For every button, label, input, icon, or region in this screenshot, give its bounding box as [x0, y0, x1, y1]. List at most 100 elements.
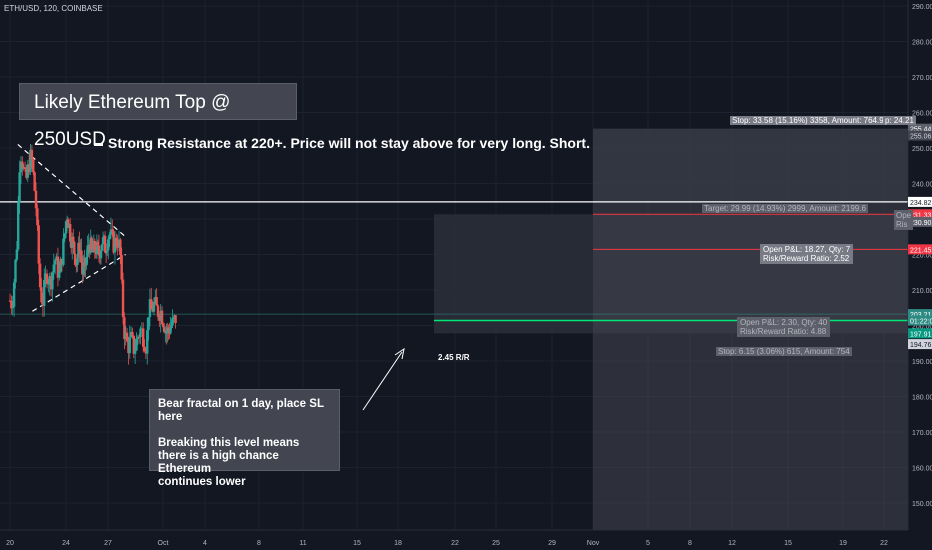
- candle: [74, 253, 77, 268]
- candle-body: [129, 331, 133, 338]
- candle-body: [150, 299, 153, 310]
- arrow-head: [394, 347, 405, 360]
- price-tick-label: 260.00: [912, 111, 932, 118]
- candle-body: [171, 317, 174, 326]
- candle: [10, 295, 13, 315]
- price-tick-label: 250.00: [912, 146, 932, 153]
- price-tick-label: 290.00: [912, 4, 932, 11]
- candle-body: [139, 328, 142, 338]
- price-label: 234.82: [910, 200, 932, 207]
- candle: [174, 315, 177, 329]
- resistance-annotation[interactable]: Strong Resistance at 220+. Price will no…: [94, 135, 590, 151]
- candle-body: [170, 325, 173, 328]
- time-tick-label: 22: [880, 540, 888, 547]
- candle: [40, 278, 43, 304]
- price-label-bg: [908, 216, 932, 227]
- candle: [21, 156, 24, 176]
- candle: [12, 278, 16, 317]
- time-tick-label: Oct: [158, 540, 169, 547]
- candle: [160, 306, 164, 326]
- stop-label-bottom: Stop: 6.15 (3.06%) 615, Amount: 754: [716, 347, 852, 356]
- candle: [135, 332, 138, 352]
- candle-body: [113, 237, 117, 253]
- candle-body: [155, 297, 158, 306]
- candle: [86, 235, 89, 264]
- candle: [56, 247, 60, 287]
- candle-body: [109, 229, 113, 235]
- fractal-line-2: Breaking this level means: [158, 437, 300, 449]
- candle: [15, 241, 19, 262]
- candle: [27, 152, 31, 176]
- time-axis: 20 24 27 Oct 4 8 11 15 18 22 25 29 Nov 5 8 12 15 19 22: [0, 529, 932, 550]
- candle: [41, 292, 45, 317]
- candle: [137, 333, 141, 344]
- fractal-annotation[interactable]: Bear fractal on 1 day, place SL here Bre…: [149, 389, 340, 488]
- candle-body: [156, 305, 160, 317]
- candle-body: [72, 236, 75, 242]
- target-label: Target: 29.99 (14.93%) 2999, Amount: 219…: [702, 204, 868, 213]
- candle-body: [29, 149, 32, 173]
- candle-body: [62, 238, 65, 265]
- candle: [49, 271, 53, 297]
- time-tick-label: 12: [728, 540, 736, 547]
- candle-body: [159, 310, 162, 321]
- candle-body: [108, 234, 111, 240]
- candle-body: [86, 245, 89, 258]
- candle: [19, 156, 23, 185]
- candle: [133, 338, 137, 364]
- price-tick-label: 270.00: [912, 75, 932, 82]
- candle-body: [69, 224, 72, 242]
- candle: [152, 297, 156, 316]
- price-tick-label: 170.00: [912, 430, 932, 437]
- candle-body: [147, 317, 150, 331]
- clipped-op-text: Ope: [896, 211, 912, 220]
- clipped-ris-text: Ris: [896, 220, 908, 229]
- candle: [34, 182, 38, 217]
- time-tick-label: 18: [394, 540, 402, 547]
- candle: [43, 268, 46, 317]
- candle: [159, 304, 162, 333]
- candle-body: [36, 208, 39, 226]
- price-label: 255.06: [910, 134, 932, 141]
- candle: [143, 339, 146, 353]
- candle: [158, 313, 161, 327]
- time-tick-label: 15: [784, 540, 792, 547]
- candle: [109, 217, 113, 240]
- candle: [166, 323, 169, 343]
- open-pnl-1-text: Open P&L: 18.27, Qty: 7: [763, 245, 851, 254]
- candle: [156, 304, 160, 321]
- price-tick-label: 150.00: [912, 501, 932, 508]
- price-label-bg: [908, 339, 932, 350]
- candle-body: [101, 237, 105, 245]
- candle: [55, 253, 58, 261]
- candle: [32, 157, 35, 176]
- candle: [75, 264, 78, 273]
- candle: [17, 195, 20, 252]
- price-label-bg: [908, 328, 932, 339]
- price-tick-label: 210.00: [912, 288, 932, 295]
- candle: [132, 335, 135, 359]
- candle-body: [75, 264, 78, 266]
- candle-body: [17, 201, 20, 250]
- candle: [123, 312, 126, 350]
- candle: [128, 325, 131, 359]
- stop-label-top: Stop: 33.58 (15.16%) 3358, Amount: 764.9…: [730, 116, 891, 125]
- time-tick-label: 20: [6, 540, 14, 547]
- candle-body: [124, 332, 127, 340]
- candle: [151, 301, 154, 313]
- price-label-bg: [908, 315, 932, 326]
- candle: [140, 322, 144, 330]
- candle: [119, 237, 122, 264]
- candle-body: [151, 309, 154, 312]
- open-pnl-label-2: Open P&L: 2.30, Qty: 40 Risk/Reward Rati…: [737, 317, 831, 337]
- candle: [36, 204, 39, 231]
- time-tick-label: 5: [646, 540, 650, 547]
- candle-body: [116, 246, 119, 248]
- title-annotation[interactable]: Likely Ethereum Top @ 250USD: [19, 83, 297, 150]
- candle: [117, 230, 121, 252]
- candle-body: [76, 258, 79, 266]
- candle: [113, 230, 117, 265]
- price-axis-bg: [908, 0, 932, 550]
- candle-body: [104, 252, 108, 254]
